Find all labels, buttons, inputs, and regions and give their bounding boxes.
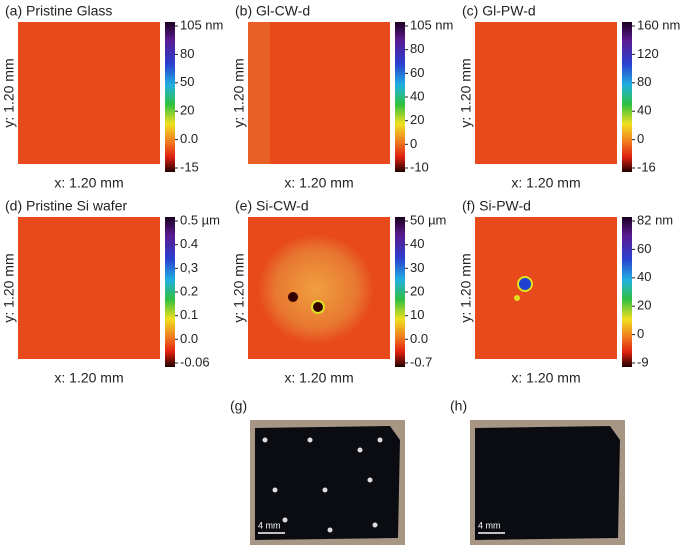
x-axis-label: x: 1.20 mm [511, 370, 580, 386]
colorbar-label: 80 [637, 74, 651, 89]
defect [272, 487, 278, 493]
scale-label: 4 mm [258, 520, 281, 530]
colorbar-label: 120 [637, 46, 659, 61]
colorbar-label: 80 [410, 41, 424, 56]
colorbar-label: 40 [637, 103, 651, 118]
particle [517, 276, 533, 292]
colorbar-label: 0 [637, 131, 644, 146]
colorbar [622, 22, 632, 172]
colorbar [395, 217, 405, 367]
x-axis-label: x: 1.20 mm [284, 175, 353, 191]
colorbar-label: 105 nm [410, 17, 453, 32]
colorbar-label: -9 [637, 354, 649, 369]
colorbar-label: 60 [410, 65, 424, 80]
y-axis-label: y: 1.20 mm [1, 58, 17, 127]
colorbar-label: 20 [410, 112, 424, 127]
photo-label: (h) [450, 398, 467, 414]
y-axis-label: y: 1.20 mm [231, 58, 247, 127]
y-axis-label: y: 1.20 mm [458, 253, 474, 322]
colorbar-label: 0.0 [180, 331, 198, 346]
x-axis-label: x: 1.20 mm [284, 370, 353, 386]
colorbar-label: -16 [637, 159, 656, 174]
pit [288, 292, 298, 302]
panel-label: (d) Pristine Si wafer [5, 198, 127, 214]
scale-label: 4 mm [478, 520, 501, 530]
colorbar [622, 217, 632, 367]
crater [258, 234, 374, 344]
height-map [18, 22, 160, 164]
pit [311, 300, 325, 314]
colorbar-label: 20 [180, 103, 194, 118]
colorbar-label: -10 [410, 159, 429, 174]
height-map [248, 22, 390, 164]
colorbar-label: 0.0 [410, 331, 428, 346]
defect [357, 447, 363, 453]
colorbar-label: 50 µm [410, 212, 446, 227]
colorbar-label: 30 [410, 260, 424, 275]
colorbar-label: -0.7 [410, 354, 432, 369]
colorbar [165, 217, 175, 367]
defect [262, 437, 268, 443]
height-map [475, 22, 617, 164]
colorbar-label: 10 [410, 307, 424, 322]
colorbar-label: 0.4 [180, 236, 198, 251]
defect [367, 477, 373, 483]
height-map [18, 217, 160, 359]
colorbar-label: 20 [410, 283, 424, 298]
particle [514, 295, 520, 301]
colorbar-label: 0.0 [180, 131, 198, 146]
colorbar-label: 0 [410, 136, 417, 151]
colorbar-label: 80 [180, 46, 194, 61]
colorbar-label: 0.5 µm [180, 212, 220, 227]
panel-label: (e) Si-CW-d [235, 198, 309, 214]
panel-label: (b) Gl-CW-d [235, 3, 310, 19]
colorbar-label: -0.06 [180, 354, 210, 369]
colorbar-label: 160 nm [637, 17, 680, 32]
colorbar [395, 22, 405, 172]
colorbar-label: 0 [637, 326, 644, 341]
colorbar-label: 40 [637, 269, 651, 284]
defect [307, 437, 313, 443]
colorbar [165, 22, 175, 172]
panel-label: (f) Si-PW-d [462, 198, 531, 214]
colorbar-label: 0.2 [180, 283, 198, 298]
y-axis-label: y: 1.20 mm [1, 253, 17, 322]
colorbar-label: 105 nm [180, 17, 223, 32]
defect [282, 517, 288, 523]
height-map [475, 217, 617, 359]
x-axis-label: x: 1.20 mm [54, 175, 123, 191]
y-axis-label: y: 1.20 mm [231, 253, 247, 322]
x-axis-label: x: 1.20 mm [54, 370, 123, 386]
photo-label: (g) [230, 398, 247, 414]
colorbar-label: 0,3 [180, 260, 198, 275]
colorbar-label: 60 [637, 241, 651, 256]
colorbar-label: 0.1 [180, 307, 198, 322]
colorbar-label: 20 [637, 298, 651, 313]
colorbar-label: 82 nm [637, 212, 673, 227]
colorbar-label: -15 [180, 159, 199, 174]
sample [475, 426, 620, 540]
colorbar-label: 40 [410, 88, 424, 103]
y-axis-label: y: 1.20 mm [458, 58, 474, 127]
sample [255, 426, 400, 540]
defect [377, 437, 383, 443]
colorbar-label: 50 [180, 74, 194, 89]
defect [327, 527, 333, 533]
colorbar-label: 40 [410, 236, 424, 251]
x-axis-label: x: 1.20 mm [511, 175, 580, 191]
map-texture [248, 22, 270, 164]
panel-label: (c) Gl-PW-d [462, 3, 536, 19]
defect [372, 522, 378, 528]
defect [322, 487, 328, 493]
panel-label: (a) Pristine Glass [5, 3, 112, 19]
